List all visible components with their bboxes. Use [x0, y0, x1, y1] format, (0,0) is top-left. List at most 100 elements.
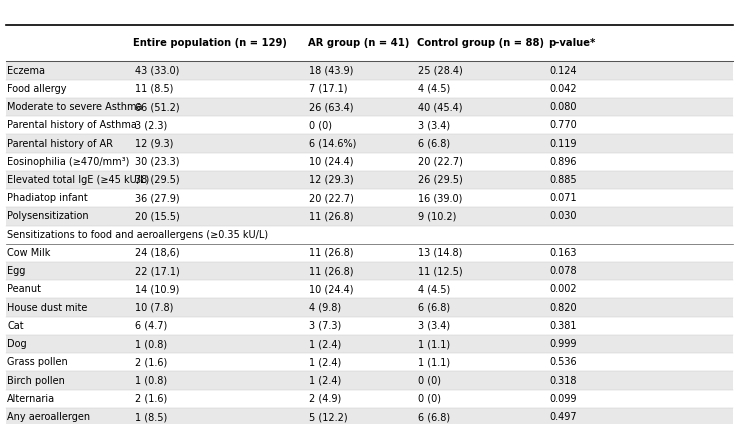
Text: 1 (0.8): 1 (0.8) — [134, 339, 167, 349]
Text: 3 (2.3): 3 (2.3) — [134, 120, 167, 130]
Text: 0.885: 0.885 — [549, 175, 576, 185]
Text: 16 (39.0): 16 (39.0) — [418, 193, 463, 203]
Bar — [6, 61, 733, 80]
Text: 26 (29.5): 26 (29.5) — [418, 175, 463, 185]
Text: 2 (1.6): 2 (1.6) — [134, 394, 167, 404]
Text: p-value*: p-value* — [548, 39, 595, 48]
Bar — [6, 317, 733, 335]
Text: Sensitizations to food and aeroallergens (≥0.35 kU/L): Sensitizations to food and aeroallergens… — [7, 230, 268, 240]
Text: 3 (3.4): 3 (3.4) — [418, 120, 450, 130]
Bar — [6, 207, 733, 226]
Text: 38 (29.5): 38 (29.5) — [134, 175, 180, 185]
Text: 1 (1.1): 1 (1.1) — [418, 339, 450, 349]
Text: 24 (18,6): 24 (18,6) — [134, 248, 180, 258]
Text: 0 (0): 0 (0) — [418, 376, 441, 385]
Text: 43 (33.0): 43 (33.0) — [134, 66, 179, 75]
Text: 0.080: 0.080 — [549, 102, 576, 112]
Text: 25 (28.4): 25 (28.4) — [418, 66, 463, 75]
Text: 0.163: 0.163 — [549, 248, 576, 258]
Bar — [6, 298, 733, 317]
Text: 11 (8.5): 11 (8.5) — [134, 84, 173, 94]
Text: 1 (8.5): 1 (8.5) — [134, 412, 167, 422]
Text: 11 (12.5): 11 (12.5) — [418, 266, 463, 276]
Text: 0.999: 0.999 — [549, 339, 576, 349]
Text: 26 (63.4): 26 (63.4) — [309, 102, 354, 112]
Bar — [6, 408, 733, 424]
Bar — [6, 280, 733, 298]
Text: 13 (14.8): 13 (14.8) — [418, 248, 463, 258]
Text: 18 (43.9): 18 (43.9) — [309, 66, 353, 75]
Text: 40 (45.4): 40 (45.4) — [418, 102, 463, 112]
Text: 6 (4.7): 6 (4.7) — [134, 321, 167, 331]
Text: Egg: Egg — [7, 266, 26, 276]
Text: 10 (7.8): 10 (7.8) — [134, 303, 173, 312]
Text: 2 (1.6): 2 (1.6) — [134, 357, 167, 367]
Bar — [6, 116, 733, 134]
Text: 66 (51.2): 66 (51.2) — [134, 102, 180, 112]
Bar — [6, 80, 733, 98]
Text: 3 (7.3): 3 (7.3) — [309, 321, 341, 331]
Text: Peanut: Peanut — [7, 285, 41, 294]
Text: 6 (6.8): 6 (6.8) — [418, 412, 450, 422]
Text: 0.042: 0.042 — [549, 84, 576, 94]
Bar — [6, 25, 733, 61]
Text: Dog: Dog — [7, 339, 27, 349]
Text: 0.770: 0.770 — [549, 120, 577, 130]
Bar — [6, 335, 733, 353]
Text: 12 (9.3): 12 (9.3) — [134, 139, 173, 148]
Text: 7 (17.1): 7 (17.1) — [309, 84, 347, 94]
Text: 0.381: 0.381 — [549, 321, 576, 331]
Text: 20 (22.7): 20 (22.7) — [309, 193, 354, 203]
Bar — [6, 353, 733, 371]
Text: 0.820: 0.820 — [549, 303, 576, 312]
Text: Cow Milk: Cow Milk — [7, 248, 51, 258]
Text: Entire population (n = 129): Entire population (n = 129) — [133, 39, 287, 48]
Bar — [6, 134, 733, 153]
Text: Polysensitization: Polysensitization — [7, 212, 89, 221]
Bar — [6, 171, 733, 189]
Text: Food allergy: Food allergy — [7, 84, 67, 94]
Text: Eczema: Eczema — [7, 66, 45, 75]
Text: Moderate to severe Asthma: Moderate to severe Asthma — [7, 102, 143, 112]
Text: Alternaria: Alternaria — [7, 394, 55, 404]
Text: 0.099: 0.099 — [549, 394, 576, 404]
Text: 0.078: 0.078 — [549, 266, 576, 276]
Text: 1 (2.4): 1 (2.4) — [309, 339, 341, 349]
Bar — [6, 244, 733, 262]
Text: Parental history of AR: Parental history of AR — [7, 139, 113, 148]
Text: 0.119: 0.119 — [549, 139, 576, 148]
Text: 10 (24.4): 10 (24.4) — [309, 285, 354, 294]
Text: 0.124: 0.124 — [549, 66, 576, 75]
Text: 0 (0): 0 (0) — [418, 394, 441, 404]
Text: Eosinophilia (≥470/mm³): Eosinophilia (≥470/mm³) — [7, 157, 130, 167]
Text: 9 (10.2): 9 (10.2) — [418, 212, 457, 221]
Text: 0.071: 0.071 — [549, 193, 576, 203]
Text: 1 (0.8): 1 (0.8) — [134, 376, 167, 385]
Text: Any aeroallergen: Any aeroallergen — [7, 412, 90, 422]
Text: Control group (n = 88): Control group (n = 88) — [417, 39, 544, 48]
Text: 0.497: 0.497 — [549, 412, 576, 422]
Text: 0.002: 0.002 — [549, 285, 576, 294]
Text: 11 (26.8): 11 (26.8) — [309, 212, 354, 221]
Text: 12 (29.3): 12 (29.3) — [309, 175, 354, 185]
Text: 6 (6.8): 6 (6.8) — [418, 303, 450, 312]
Text: 0.536: 0.536 — [549, 357, 576, 367]
Text: 0.318: 0.318 — [549, 376, 576, 385]
Bar — [6, 262, 733, 280]
Text: 4 (4.5): 4 (4.5) — [418, 84, 451, 94]
Text: 6 (14.6%): 6 (14.6%) — [309, 139, 356, 148]
Text: Cat: Cat — [7, 321, 24, 331]
Text: 4 (9.8): 4 (9.8) — [309, 303, 341, 312]
Text: 10 (24.4): 10 (24.4) — [309, 157, 354, 167]
Text: 36 (27.9): 36 (27.9) — [134, 193, 180, 203]
Text: 0.030: 0.030 — [549, 212, 576, 221]
Text: Phadiatop infant: Phadiatop infant — [7, 193, 88, 203]
Text: 1 (2.4): 1 (2.4) — [309, 357, 341, 367]
Text: 1 (1.1): 1 (1.1) — [418, 357, 450, 367]
Text: 11 (26.8): 11 (26.8) — [309, 248, 354, 258]
Text: 0.896: 0.896 — [549, 157, 576, 167]
Text: 3 (3.4): 3 (3.4) — [418, 321, 450, 331]
Bar — [6, 226, 733, 244]
Bar — [6, 98, 733, 116]
Text: 30 (23.3): 30 (23.3) — [134, 157, 179, 167]
